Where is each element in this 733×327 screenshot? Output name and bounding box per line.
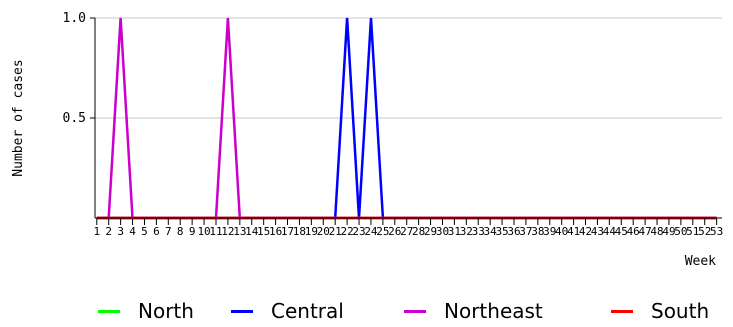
- x-tick-label: 43: [591, 225, 604, 238]
- x-tick-label: 50: [674, 225, 687, 238]
- legend-item-north: North: [98, 296, 194, 326]
- x-tick-label: 19: [305, 225, 318, 238]
- x-tick-label: 46: [627, 225, 640, 238]
- x-tick-label: 3: [117, 225, 124, 238]
- x-tick-label: 37: [519, 225, 532, 238]
- x-tick-label: 11: [209, 225, 222, 238]
- x-tick-label: 20: [317, 225, 330, 238]
- x-tick-label: 18: [293, 225, 306, 238]
- y-tick-label: 0.5: [63, 111, 86, 126]
- x-tick-label: 13: [233, 225, 246, 238]
- x-tick-label: 28: [412, 225, 425, 238]
- x-tick-label: 35: [495, 225, 508, 238]
- x-tick-label: 25: [376, 225, 389, 238]
- x-tick-label: 32: [460, 225, 473, 238]
- x-tick-label: 42: [579, 225, 592, 238]
- x-tick-label: 26: [388, 225, 401, 238]
- legend-swatch-northeast: [404, 309, 426, 313]
- legend-swatch-central: [231, 309, 253, 313]
- x-tick-label: 38: [531, 225, 544, 238]
- x-tick-label: 31: [448, 225, 461, 238]
- x-tick-label: 2: [105, 225, 112, 238]
- x-tick-label: 5: [141, 225, 148, 238]
- x-tick-label: 21: [329, 225, 342, 238]
- x-tick-label: 16: [269, 225, 282, 238]
- x-tick-label: 10: [197, 225, 210, 238]
- x-tick-label: 6: [153, 225, 160, 238]
- x-tick-label: 53: [710, 225, 723, 238]
- x-tick-label: 1: [93, 225, 100, 238]
- legend-label-northeast: Northeast: [444, 299, 543, 323]
- x-tick-label: 36: [507, 225, 520, 238]
- x-tick-label: 29: [424, 225, 437, 238]
- grid-layer: [95, 17, 722, 119]
- x-tick-label: 51: [686, 225, 699, 238]
- x-tick-label: 33: [472, 225, 485, 238]
- axis-layer: 0.51.01 2 3 4 5 6 7 8 9 1011121314151617181920212…: [63, 11, 724, 238]
- y-tick-label: 1.0: [63, 11, 86, 26]
- legend-label-south: South: [651, 299, 710, 323]
- x-tick-label: 8: [177, 225, 184, 238]
- x-tick-label: 15: [257, 225, 270, 238]
- legend-item-south: South: [611, 296, 709, 326]
- legend-label-central: Central: [271, 299, 344, 323]
- x-tick-label: 24: [364, 225, 378, 238]
- x-tick-label: 40: [555, 225, 568, 238]
- x-tick-label: 12: [221, 225, 234, 238]
- legend-item-northeast: Northeast: [404, 296, 543, 326]
- legend-swatch-north: [98, 309, 120, 313]
- x-tick-label: 49: [662, 225, 675, 238]
- x-tick-label: 7: [165, 225, 172, 238]
- x-tick-label: 27: [400, 225, 413, 238]
- x-tick-label: 34: [484, 225, 498, 238]
- x-tick-label: 45: [615, 225, 628, 238]
- x-tick-label: 23: [352, 225, 365, 238]
- x-tick-label: 48: [650, 225, 663, 238]
- x-tick-label: 44: [603, 225, 617, 238]
- x-tick-label: 22: [340, 225, 353, 238]
- legend-label-north: North: [138, 299, 194, 323]
- x-tick-label: 9: [189, 225, 196, 238]
- y-axis-label: Number of cases: [11, 59, 26, 176]
- legend: North Central Northeast South: [0, 296, 733, 326]
- x-tick-label: 17: [281, 225, 294, 238]
- x-axis-label: Week: [685, 254, 716, 269]
- legend-item-central: Central: [231, 296, 344, 326]
- x-tick-label: 47: [638, 225, 651, 238]
- x-tick-label: 39: [543, 225, 556, 238]
- legend-swatch-south: [611, 309, 633, 313]
- x-tick-label: 41: [567, 225, 580, 238]
- x-tick-label: 30: [436, 225, 449, 238]
- x-tick-label: 14: [245, 225, 259, 238]
- x-tick-label: 52: [698, 225, 711, 238]
- x-tick-label: 4: [129, 225, 136, 238]
